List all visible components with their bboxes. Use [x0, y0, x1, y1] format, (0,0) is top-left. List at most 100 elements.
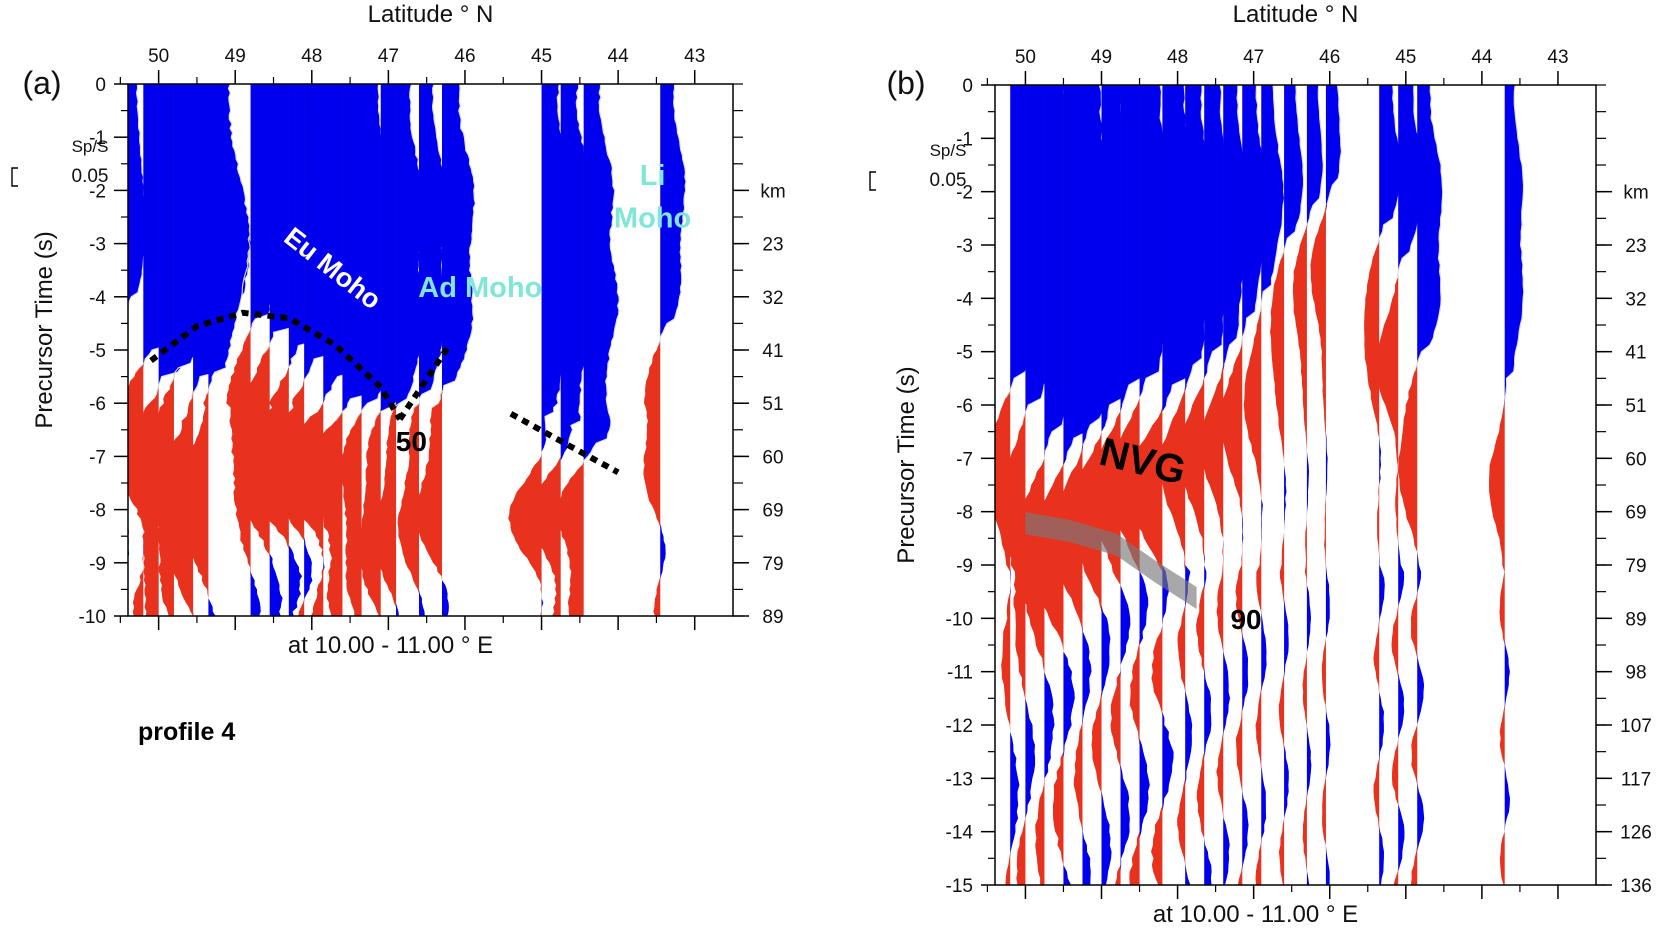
trace-negative-fill	[307, 84, 343, 616]
trace-negative-fill	[1027, 85, 1064, 885]
y-axis-title: Precursor Time (s)	[31, 231, 58, 428]
lat-tick-label: 49	[225, 46, 246, 67]
depth-tick-label: 126	[1620, 823, 1652, 844]
depth-tick-label: 79	[1625, 556, 1646, 577]
time-tick-label: -6	[956, 396, 973, 417]
bottom-axis-title: at 10.00 - 11.00 ° E	[288, 632, 493, 659]
scale-bracket	[11, 167, 18, 187]
lat-tick-label: 45	[1395, 47, 1416, 68]
trace-negative-fill	[1159, 85, 1186, 885]
depth-tick-label: 51	[762, 394, 783, 415]
depth-unit-label: km	[760, 181, 785, 202]
depth-tick-label: 41	[762, 341, 783, 362]
trace-negative-fill	[529, 84, 561, 616]
nvg-shaded-band	[1025, 512, 1197, 609]
lat-tick-label: 50	[1015, 47, 1036, 68]
time-tick-label: -14	[946, 823, 974, 844]
lat-tick-label: 49	[1091, 47, 1112, 68]
trace-positive-fill	[208, 84, 251, 616]
trace-negative-fill	[131, 84, 159, 616]
time-tick-label: -4	[89, 288, 106, 309]
scale-label: Sp/S	[72, 137, 109, 156]
trace-positive-fill	[583, 84, 620, 616]
trace-line	[431, 84, 476, 409]
time-tick-label: -6	[89, 394, 106, 415]
trace-line	[1306, 85, 1324, 226]
time-tick-label: -9	[89, 554, 106, 575]
trace-negative-fill	[340, 84, 362, 616]
trace-negative-fill	[415, 84, 442, 616]
trace-negative-fill	[643, 84, 661, 616]
depth-tick-label: 89	[762, 607, 783, 628]
trace-negative-fill	[1220, 85, 1243, 885]
annotation-label: 90	[1230, 604, 1261, 635]
annotation-label: Li	[640, 160, 666, 192]
trace-positive-fill	[1306, 85, 1324, 885]
trace-negative-fill	[1017, 85, 1045, 885]
trace-negative-fill	[1089, 85, 1121, 885]
trace-negative-fill	[1292, 85, 1307, 885]
trace-line	[657, 84, 687, 346]
trace-negative-fill	[999, 85, 1026, 885]
trace-negative-fill	[1125, 85, 1163, 885]
time-tick-label: -8	[956, 503, 973, 524]
moho-dotted-line	[149, 309, 403, 421]
depth-tick-label: 51	[1625, 396, 1646, 417]
lat-tick-label: 43	[1547, 47, 1568, 68]
depth-tick-label: 23	[762, 235, 783, 256]
depth-tick-label: 89	[1625, 609, 1646, 630]
trace-negative-fill	[1489, 85, 1505, 885]
time-tick-label: -5	[956, 343, 973, 364]
trace-line	[1504, 85, 1525, 399]
time-tick-label: -13	[946, 769, 973, 790]
panel-b-receiver-function-plot: 50 49 48 47 46 45 44 43 Latitude ° N at 10.00 - 1…	[869, 1, 1652, 928]
lat-tick-label: 47	[378, 46, 399, 67]
time-tick-label: -2	[956, 183, 973, 204]
traces	[995, 85, 1525, 885]
annotation-label: 50	[396, 426, 427, 457]
trace-negative-fill	[1398, 85, 1418, 885]
trace-negative-fill	[1310, 85, 1326, 885]
traces	[128, 84, 687, 616]
time-tick-label: -1	[956, 129, 973, 150]
panel-a-receiver-function-plot: 50 49 48 47 46 45 44 43 Latitude ° N at 10.00 - 1…	[11, 1, 786, 746]
trace-line	[1326, 85, 1342, 206]
trace-line	[206, 84, 251, 395]
time-tick-label: -7	[89, 447, 106, 468]
time-tick-label: -8	[89, 501, 106, 522]
bottom-axis-title: at 10.00 - 11.00 ° E	[1153, 901, 1358, 928]
lat-tick-label: 47	[1243, 47, 1264, 68]
depth-tick-label: 23	[1625, 236, 1646, 257]
time-tick-label: -10	[79, 607, 106, 628]
depth-tick-label: 98	[1625, 663, 1646, 684]
trace-negative-fill	[179, 84, 209, 616]
trace-negative-fill	[1178, 85, 1205, 885]
trace-line	[1413, 85, 1444, 372]
lat-tick-label: 46	[454, 46, 475, 67]
trace-line	[581, 84, 620, 466]
trace-negative-fill	[1055, 85, 1083, 885]
trace-negative-fill	[397, 84, 420, 616]
trace-negative-fill	[358, 84, 381, 616]
lat-tick-label: 45	[531, 46, 552, 67]
scale-label: Sp/S	[930, 141, 967, 160]
lat-tick-label: 50	[148, 46, 169, 67]
moho-dotted-line	[397, 343, 453, 421]
lat-tick-label: 43	[684, 46, 705, 67]
depth-unit-label: km	[1623, 183, 1648, 204]
depth-tick-label: 32	[1625, 289, 1646, 310]
time-tick-label: -15	[946, 876, 973, 897]
time-tick-label: -10	[946, 609, 973, 630]
time-tick-label: -2	[89, 181, 106, 202]
trace-positive-fill	[660, 84, 686, 616]
trace-positive-fill	[1504, 85, 1524, 885]
depth-tick-label: 60	[762, 447, 783, 468]
trace-negative-fill	[1108, 85, 1140, 885]
trace-positive-fill	[1261, 85, 1285, 885]
annotation-label: Ad Moho	[418, 272, 542, 304]
time-tick-label: -5	[89, 341, 106, 362]
trace-positive-fill	[1223, 85, 1251, 885]
depth-tick-label: 107	[1620, 716, 1652, 737]
scale-bracket	[869, 171, 876, 191]
